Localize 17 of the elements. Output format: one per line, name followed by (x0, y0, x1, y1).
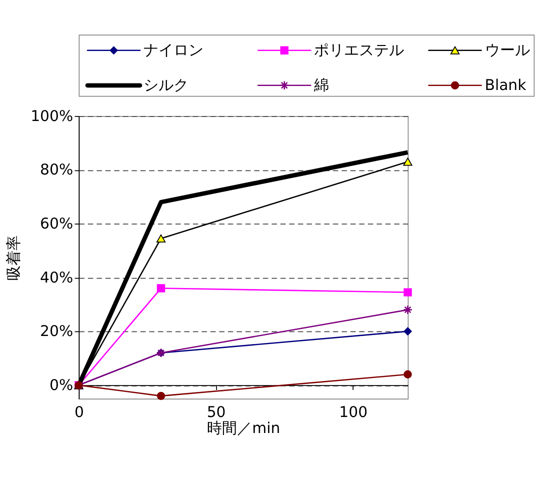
legend-label: シルク (144, 76, 188, 94)
legend-label: ウール (484, 40, 530, 59)
y-tick-label: 0% (49, 376, 74, 394)
y-tick-label: 40% (40, 268, 74, 286)
x-tick-label: 0 (74, 403, 84, 422)
x-tick-label: 100 (339, 403, 368, 422)
x-tick-label: 50 (206, 403, 226, 422)
y-tick-label: 60% (40, 214, 74, 232)
x-axis-title: 時間／min (207, 418, 280, 437)
y-tick-label: 80% (40, 160, 74, 179)
y-tick-label: 20% (40, 322, 74, 340)
y-axis-title: 吸着率 (4, 235, 22, 280)
legend-label: ポリエステル (314, 40, 404, 59)
legend-label: Blank (484, 76, 527, 94)
legend-label: 綿 (313, 76, 330, 94)
legend-label: ナイロン (144, 40, 204, 59)
y-tick-label: 100% (30, 106, 74, 125)
